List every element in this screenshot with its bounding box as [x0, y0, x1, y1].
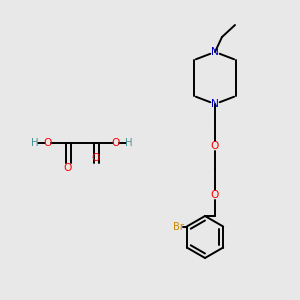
Text: O: O — [112, 138, 120, 148]
Text: O: O — [64, 163, 72, 173]
Text: H: H — [31, 138, 39, 148]
Text: O: O — [92, 153, 100, 163]
Text: Br: Br — [173, 221, 184, 232]
Text: O: O — [211, 190, 219, 200]
Text: O: O — [211, 141, 219, 151]
Text: N: N — [211, 47, 219, 57]
Text: H: H — [125, 138, 133, 148]
Text: O: O — [44, 138, 52, 148]
Text: N: N — [211, 99, 219, 109]
